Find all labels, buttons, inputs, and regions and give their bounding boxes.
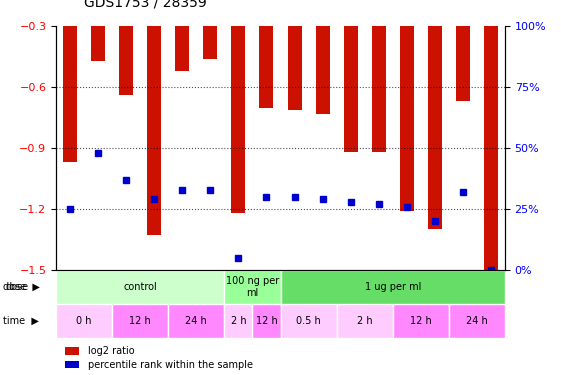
Bar — [427, 0, 442, 230]
Text: 24 h: 24 h — [186, 316, 207, 326]
Text: 0.5 h: 0.5 h — [296, 316, 321, 326]
Bar — [147, 0, 162, 236]
FancyBboxPatch shape — [112, 304, 168, 338]
Text: 24 h: 24 h — [466, 316, 488, 326]
Bar — [91, 0, 105, 61]
Text: control: control — [123, 282, 157, 292]
FancyBboxPatch shape — [280, 304, 337, 338]
Text: 1 ug per ml: 1 ug per ml — [365, 282, 421, 292]
Bar — [63, 0, 77, 162]
Text: percentile rank within the sample: percentile rank within the sample — [88, 360, 252, 369]
FancyBboxPatch shape — [393, 304, 449, 338]
Bar — [119, 0, 133, 95]
FancyBboxPatch shape — [56, 304, 112, 338]
Bar — [65, 347, 79, 355]
FancyBboxPatch shape — [168, 304, 224, 338]
Bar — [399, 0, 413, 211]
Bar — [484, 0, 498, 270]
FancyBboxPatch shape — [252, 304, 280, 338]
Text: time  ▶: time ▶ — [3, 316, 39, 326]
FancyBboxPatch shape — [280, 270, 505, 304]
Text: 2 h: 2 h — [357, 316, 373, 326]
Bar — [203, 0, 217, 59]
Bar — [259, 0, 273, 108]
Text: 12 h: 12 h — [130, 316, 151, 326]
Bar — [231, 0, 246, 213]
Text: 12 h: 12 h — [410, 316, 431, 326]
FancyBboxPatch shape — [224, 304, 252, 338]
FancyBboxPatch shape — [224, 270, 280, 304]
Bar — [343, 0, 357, 152]
FancyBboxPatch shape — [56, 270, 224, 304]
Text: 100 ng per
ml: 100 ng per ml — [226, 276, 279, 298]
FancyBboxPatch shape — [337, 304, 393, 338]
Bar — [287, 0, 301, 110]
Bar — [456, 0, 470, 101]
Text: 0 h: 0 h — [76, 316, 92, 326]
Text: dose: dose — [6, 282, 29, 292]
Bar — [65, 361, 79, 368]
Text: 2 h: 2 h — [231, 316, 246, 326]
Bar — [175, 0, 189, 71]
Text: GDS1753 / 28359: GDS1753 / 28359 — [84, 0, 207, 9]
Bar — [315, 0, 329, 114]
Text: log2 ratio: log2 ratio — [88, 346, 134, 356]
Text: 12 h: 12 h — [256, 316, 277, 326]
Bar — [371, 0, 385, 152]
Text: dose  ▶: dose ▶ — [3, 282, 40, 292]
FancyBboxPatch shape — [449, 304, 505, 338]
